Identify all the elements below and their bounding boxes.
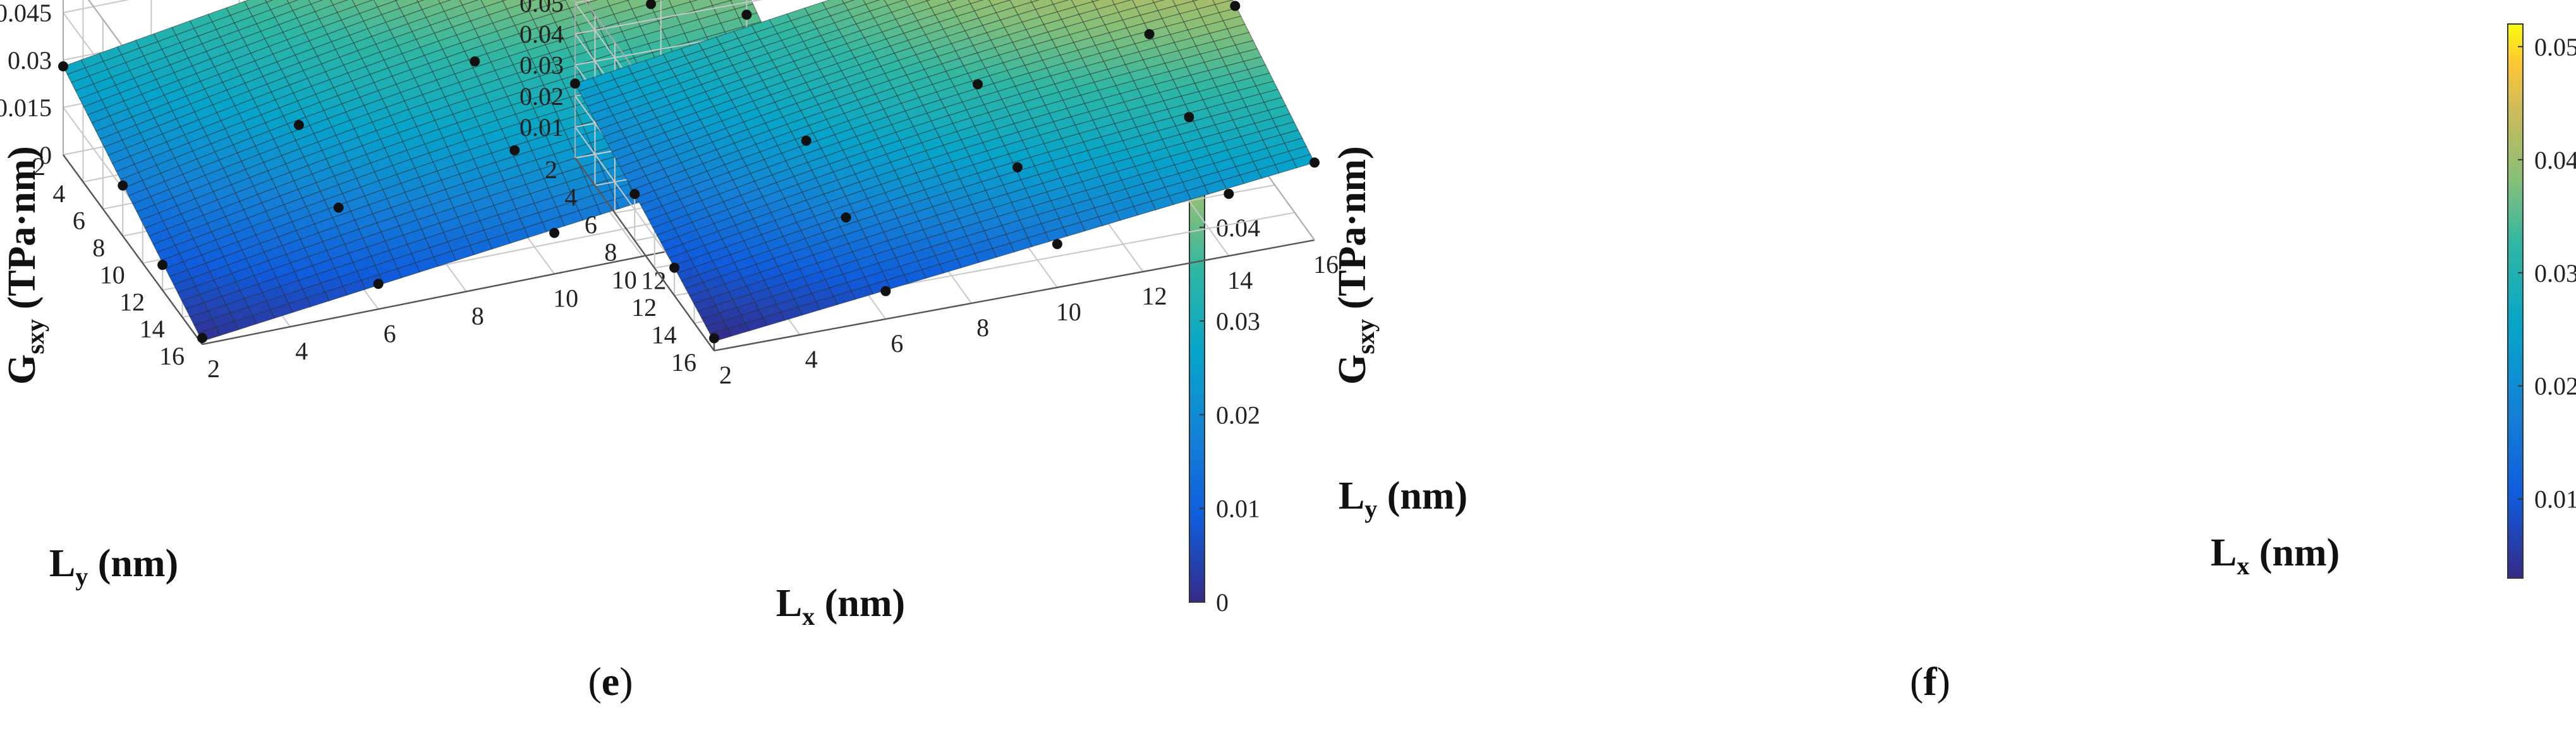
colorbar-tick-label: 0.04 [2534,146,2576,174]
y-tick-label: 4 [564,183,577,212]
y-tick-label: 6 [585,210,597,239]
y-tick-label: 12 [631,293,657,322]
axis-titles: Gsxy (TPa·nm) Lx (nm) Ly (nm) [1,146,905,631]
data-point [470,56,480,67]
z-axis-title: Gsxy (TPa·nm) [1,146,49,385]
x-axis-title: Lx (nm) [776,582,905,631]
data-point [570,78,580,89]
y-tick-label: 8 [604,238,617,267]
y-axis-title: Ly (nm) [49,542,178,591]
y-axis-title: Ly (nm) [1339,474,1467,523]
colorbar-tick-label: 0.02 [1216,401,1260,429]
data-point [709,333,719,344]
panel-label: (f) [1910,659,1950,704]
x-tick-label: 8 [471,301,484,330]
data-points [570,1,1320,344]
z-tick-label: 0.03 [8,46,52,75]
data-point [373,279,384,289]
y-tick-label: 14 [140,315,165,343]
data-point [646,0,656,9]
data-point [1184,112,1194,123]
data-point [1230,1,1241,11]
x-tick-label: 2 [719,361,732,389]
z-tick-label: 0.03 [519,51,564,80]
y-tick-label: 16 [671,348,696,377]
data-point [973,79,983,90]
colorbar-tick-label: 0.01 [2534,485,2576,514]
data-point [880,286,891,296]
x-tick-label: 2 [207,354,220,383]
z-tick-label: 0.015 [0,94,52,122]
y-tick-label: 12 [119,287,145,316]
colorbar-tick-label: 0 [1216,588,1229,617]
data-point [197,333,207,343]
x-tick-label: 4 [295,337,308,365]
data-point [629,189,640,200]
z-tick-label: 0.045 [0,0,52,27]
y-tick-label: 16 [159,342,185,370]
data-point [1012,162,1023,172]
y-tick-label: 6 [73,207,85,235]
z-tick-label: 0.04 [519,20,564,49]
x-tick-label: 6 [890,329,903,358]
colorbar-tick-label: 0.04 [1216,214,1260,242]
y-tick-label: 14 [652,320,677,349]
data-point [157,260,168,270]
x-axis-title: Lx (nm) [2211,531,2340,580]
x-tick-label: 10 [1056,298,1081,326]
colorbar-tick-label: 0.02 [2534,372,2576,401]
x-tick-label: 8 [976,313,989,342]
data-point [509,145,520,155]
data-point [1052,239,1062,250]
x-tick-label: 14 [1227,266,1253,294]
x-tick-label: 4 [805,345,818,373]
data-point [1144,29,1155,39]
data-point [801,135,811,146]
data-point [549,227,560,238]
data-point [841,212,851,223]
colorbar-tick-label: 0.03 [1216,307,1260,335]
data-point [1309,157,1320,168]
y-tick-label: 10 [100,260,125,289]
y-tick-label: 4 [52,179,65,208]
x-tick-label: 12 [1142,282,1167,310]
y-tick-label: 2 [33,152,46,181]
data-point [333,202,344,213]
colorbar-tick-label: 0.01 [1216,495,1260,523]
data-point [118,180,128,191]
panel-label: (e) [588,659,633,704]
y-tick-label: 10 [612,265,637,294]
x-tick-label: 16 [1313,250,1339,279]
z-axis-title: Gsxy (TPa·nm) [1331,146,1380,385]
panel-f: 2468101214162468101214160.010.020.030.04… [519,0,2576,704]
z-tick-label: 0.02 [519,82,564,111]
colorbar: 0.01 0.02 0.03 0.04 0.05 [2507,23,2576,579]
y-tick-label: 2 [545,155,557,184]
z-tick-label: 0.01 [519,113,564,142]
x-tick-label: 6 [384,319,396,347]
data-point [741,9,752,20]
data-point [58,61,68,71]
z-tick-label: 0 [39,141,52,169]
data-point [293,119,304,130]
data-point [669,262,680,273]
x-tick-label: 12 [641,267,666,295]
y-tick-label: 8 [92,234,105,262]
axis-titles: Gsxy (TPa·nm) Lx (nm) Ly (nm) [1331,146,2340,580]
x-tick-label: 10 [553,284,578,313]
surface-mesh [574,0,1315,342]
colorbar-tick-label: 0.03 [2534,259,2576,287]
tick-labels: 2468101214162468101214160.010.020.030.04… [519,0,1339,389]
colorbar-tick-label: 0.05 [2534,33,2576,61]
z-tick-label: 0.05 [519,0,564,18]
data-point [1224,188,1234,199]
